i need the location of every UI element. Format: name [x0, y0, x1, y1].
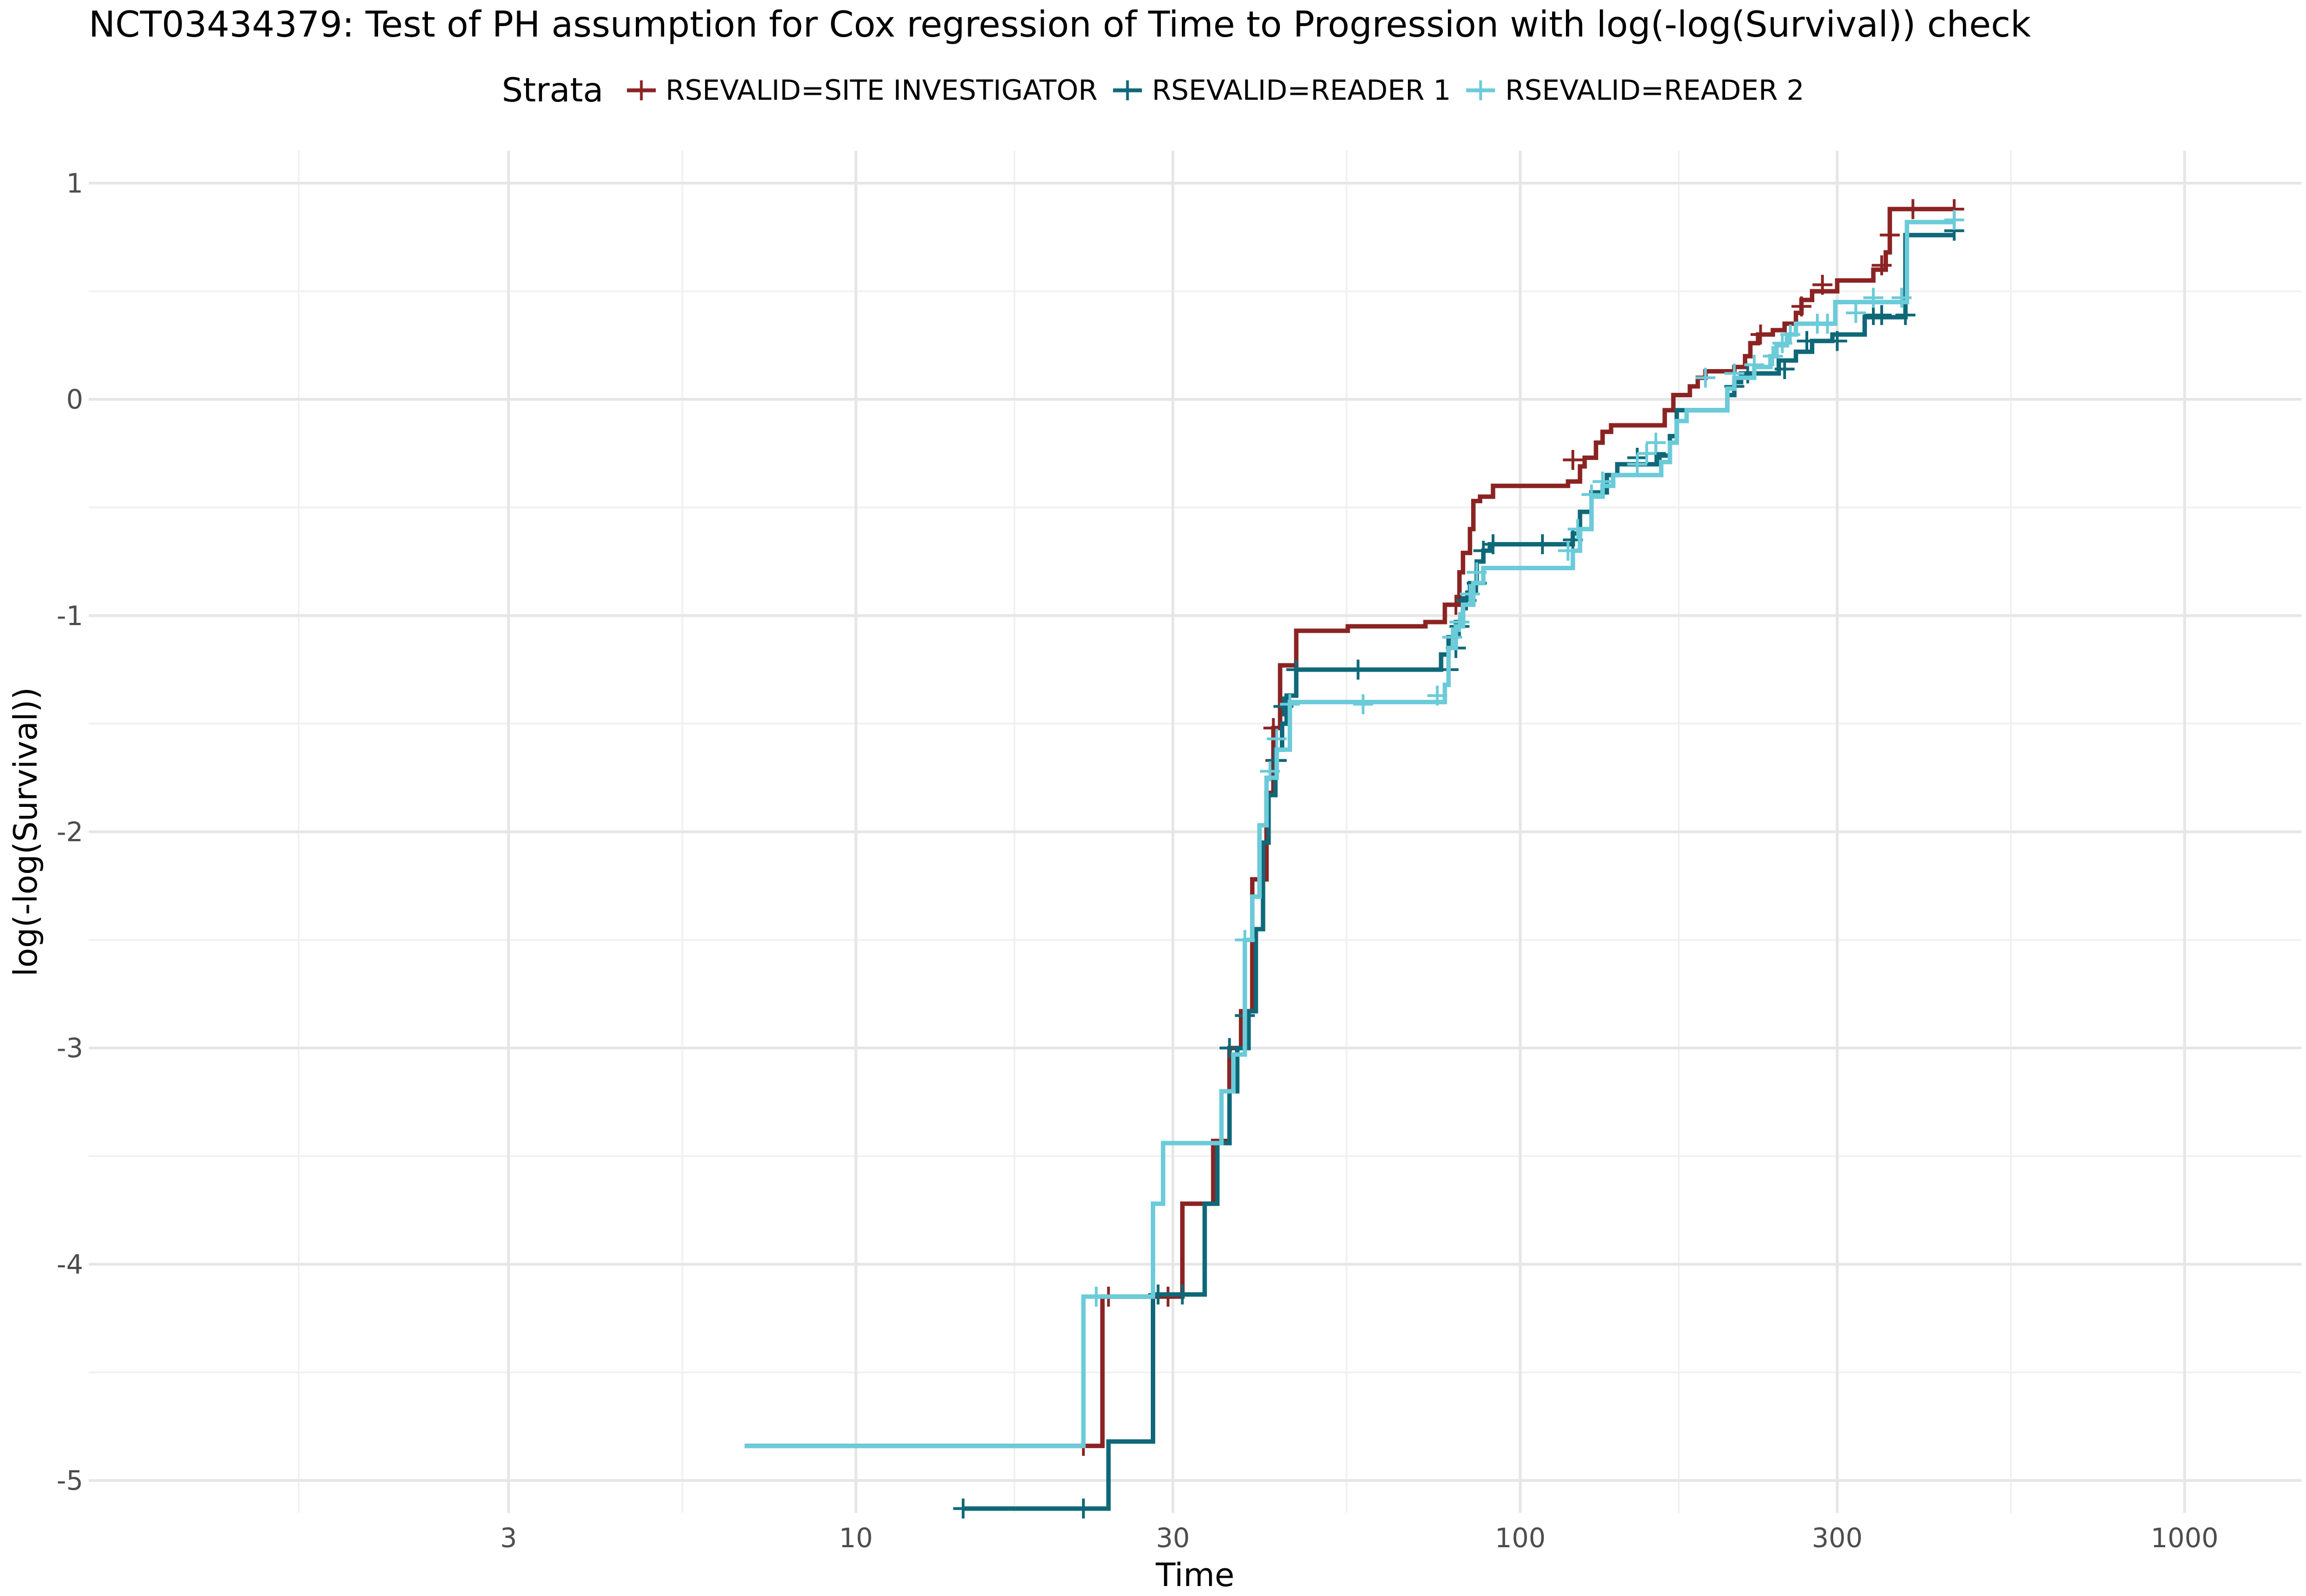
censor-mark-1 [1871, 305, 1892, 325]
censor-mark-2 [1460, 584, 1480, 604]
y-tick-label: -2 [57, 817, 83, 848]
y-tick-label: -5 [57, 1465, 83, 1496]
censor-mark-2 [1558, 540, 1578, 561]
legend-key-reader-2 [1465, 75, 1496, 106]
censor-mark-0 [1751, 324, 1771, 345]
legend-item-reader-2: RSEVALID=READER 2 [1465, 74, 1804, 106]
censor-mark-2 [1724, 363, 1744, 383]
grid-major [89, 151, 2302, 1513]
censor-mark-1 [1797, 331, 1817, 351]
x-tick-label: 100 [1495, 1523, 1546, 1554]
series-line-1 [963, 233, 1955, 1511]
censor-mark-0 [1871, 255, 1892, 275]
censor-mark-2 [1568, 519, 1588, 539]
censor-mark-1 [1827, 331, 1848, 351]
legend-item-reader-1: RSEVALID=READER 1 [1112, 74, 1451, 106]
censor-mark-2 [1442, 627, 1462, 647]
legend-key-site-investigator [626, 75, 657, 106]
censor-mark-2 [1086, 1286, 1106, 1307]
censor-mark-2 [1260, 761, 1280, 781]
censor-mark-2 [1863, 288, 1884, 308]
censor-mark-0 [1791, 296, 1812, 316]
series-line-0 [744, 207, 1955, 1449]
censor-mark-0 [1812, 274, 1833, 295]
y-tick-label: 1 [66, 168, 83, 200]
x-tick-label: 300 [1812, 1523, 1863, 1554]
censor-mark-2 [1592, 471, 1613, 492]
y-tick-label: -1 [57, 601, 83, 632]
censor-mark-2 [1817, 314, 1838, 334]
x-tick-label: 1000 [2151, 1523, 2218, 1554]
censor-mark-2 [1763, 346, 1783, 366]
chart-title: NCT03434379: Test of PH assumption for C… [89, 4, 2031, 45]
censor-mark-1 [953, 1498, 973, 1519]
censor-mark-2 [1279, 694, 1300, 714]
legend-key-reader-1 [1112, 75, 1143, 106]
legend: Strata RSEVALID=SITE INVESTIGATOR RSEVAL… [0, 71, 2306, 110]
censor-mark-2 [1944, 209, 1965, 230]
series-layer [744, 199, 1965, 1519]
x-tick-label: 30 [1156, 1523, 1190, 1554]
axis-labels: 3 10 30 100 300 100010-1-2-3-4-5Timelog(-log(… [7, 168, 2218, 1594]
censor-mark-2 [1891, 288, 1912, 308]
censor-mark-0 [1880, 225, 1900, 245]
legend-label-reader-1: RSEVALID=READER 1 [1152, 74, 1451, 106]
censor-mark-2 [1845, 303, 1866, 323]
censor-mark-2 [1467, 562, 1487, 582]
censor-mark-2 [1627, 454, 1647, 474]
y-tick-label: -4 [57, 1249, 83, 1280]
censor-mark-2 [1695, 367, 1716, 388]
legend-item-site-investigator: RSEVALID=SITE INVESTIGATOR [626, 74, 1098, 106]
censor-mark-1 [1219, 1038, 1239, 1058]
censor-mark-2 [1780, 324, 1800, 345]
censor-mark-1 [1172, 1284, 1192, 1305]
censor-mark-1 [1286, 659, 1307, 680]
censor-mark-0 [1902, 199, 1923, 219]
censor-mark-2 [1234, 930, 1255, 950]
censor-mark-2 [1353, 694, 1374, 714]
censor-mark-0 [1563, 449, 1583, 470]
censor-mark-1 [1895, 305, 1916, 325]
censor-mark-1 [1073, 1498, 1094, 1519]
censor-mark-2 [1744, 355, 1764, 375]
censor-mark-1 [1532, 534, 1553, 555]
x-tick-label: 3 [500, 1523, 517, 1554]
censor-mark-2 [1581, 484, 1602, 505]
censor-mark-2 [1427, 686, 1447, 706]
y-axis-title: log(-log(Survival)) [7, 687, 44, 976]
x-tick-label: 10 [839, 1523, 873, 1554]
censor-mark-2 [1636, 443, 1657, 464]
legend-label-reader-2: RSEVALID=READER 2 [1505, 74, 1804, 106]
censor-mark-1 [1774, 359, 1795, 380]
legend-title: Strata [502, 71, 604, 110]
y-tick-label: -3 [57, 1033, 83, 1064]
censor-mark-2 [1449, 612, 1470, 632]
y-tick-label: 0 [66, 385, 83, 416]
censor-mark-1 [1348, 659, 1368, 680]
series-line-2 [744, 219, 1955, 1449]
legend-label-site-investigator: RSEVALID=SITE INVESTIGATOR [665, 74, 1098, 106]
censor-mark-1 [1483, 534, 1503, 555]
censor-mark-2 [1267, 729, 1287, 749]
x-axis-title: Time [1155, 1556, 1234, 1594]
censor-mark-2 [1646, 432, 1666, 453]
